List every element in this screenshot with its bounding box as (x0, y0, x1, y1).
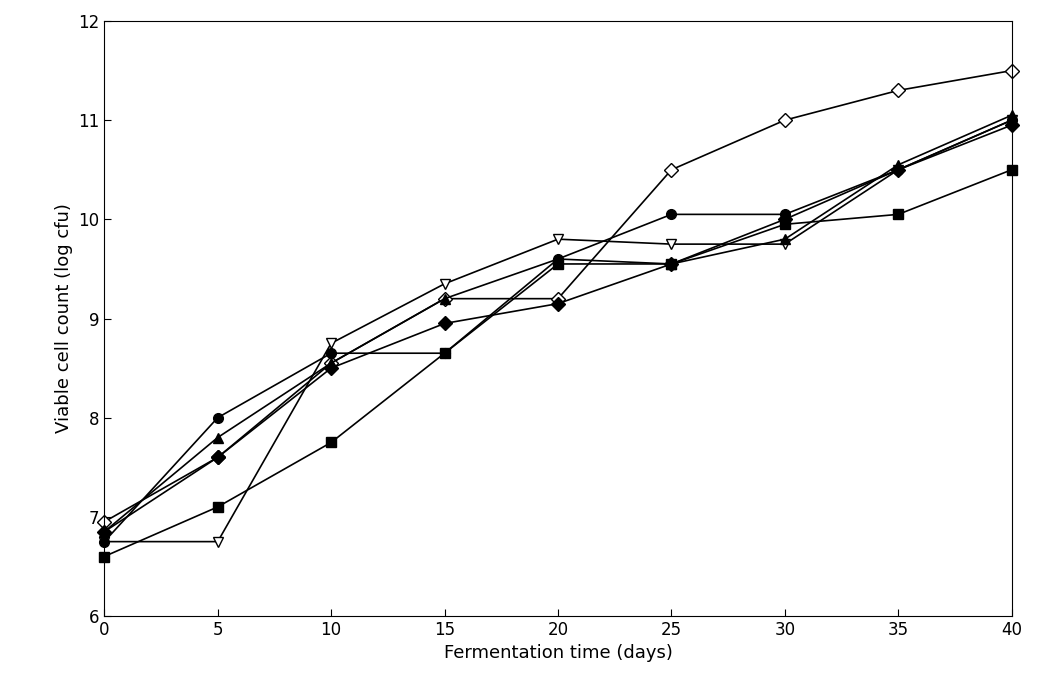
Y-axis label: Viable cell count (log cfu): Viable cell count (log cfu) (54, 204, 73, 433)
X-axis label: Fermentation time (days): Fermentation time (days) (443, 645, 673, 662)
